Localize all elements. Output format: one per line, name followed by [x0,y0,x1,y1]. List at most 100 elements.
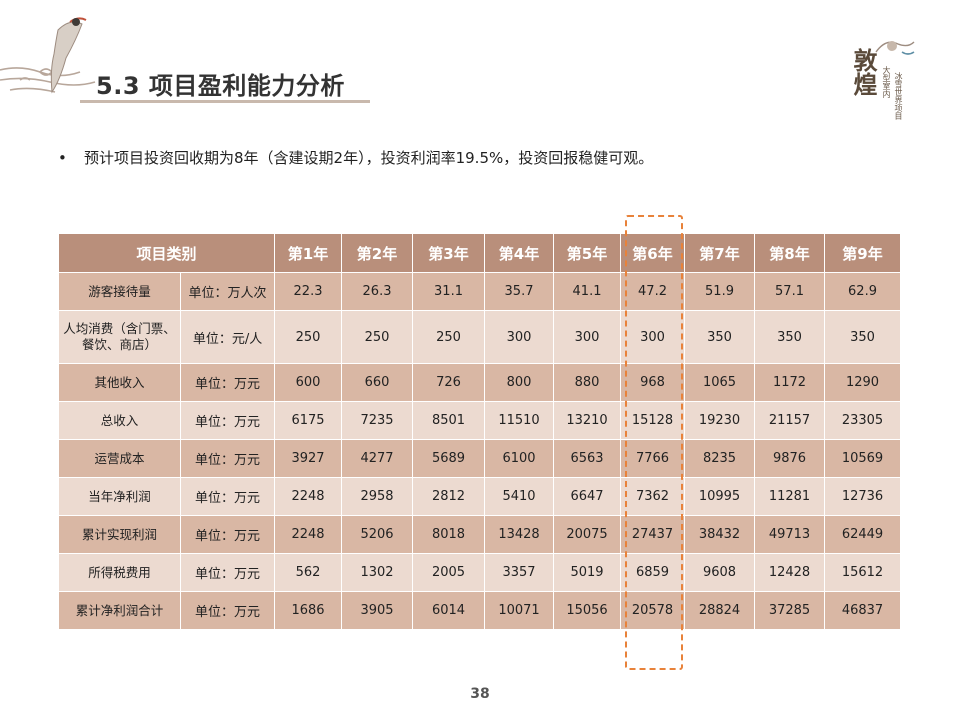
cell-year-8: 37285 [754,591,826,630]
cell-year-4: 11510 [484,401,555,440]
bullet-dot-icon: • [58,149,67,167]
cell-year-3: 5689 [412,439,486,478]
table-row: 累计实现利润 单位：万元 2248 5206 8018 13428 20075 27437 38… [58,515,902,554]
table-header-row: 项目类别 第1年 第2年 第3年 第4年 第5年 第6年 第7年 第8年 第9年 [57,233,902,273]
cell-year-1: 2248 [274,515,343,554]
row-unit: 单位：万元 [179,591,276,630]
cell-year-5: 20075 [553,515,622,554]
row-category-name: 当年净利润 [58,477,181,516]
row-unit: 单位：万元 [179,401,276,440]
cell-year-2: 5206 [341,515,414,554]
header-year-8: 第8年 [754,233,826,273]
row-category-name: 其他收入 [58,363,181,402]
cell-year-3: 6014 [412,591,486,630]
cell-year-5: 880 [553,363,622,402]
cell-year-2: 2958 [341,477,414,516]
header-year-9: 第9年 [824,233,902,273]
cell-year-8: 21157 [754,401,826,440]
table-row: 人均消费（含门票、餐饮、商店） 单位：元/人 250 250 250 300 300 300 3… [58,310,902,364]
cell-year-5: 15056 [553,591,622,630]
header-year-1: 第1年 [274,233,343,273]
row-unit: 单位：万元 [179,363,276,402]
cell-year-4: 300 [484,310,555,364]
row-unit: 单位：万元 [179,439,276,478]
table-row: 游客接待量 单位：万人次 22.3 26.3 31.1 35.7 41.1 47.2 51.9 5… [58,272,902,311]
logo-main-text: 敦煌 [849,48,878,96]
logo-side-text-1: 大型室内 [882,66,891,98]
cell-year-8: 9876 [754,439,826,478]
cell-year-2: 1302 [341,553,414,592]
cell-year-4: 13428 [484,515,555,554]
cell-year-3: 8018 [412,515,486,554]
table-row: 其他收入 单位：万元 600 660 726 800 880 968 1065 1172 1290 [58,363,902,402]
year-6-highlight-box [625,215,683,670]
header-category: 项目类别 [57,233,276,273]
cell-year-3: 726 [412,363,486,402]
cell-year-1: 600 [274,363,343,402]
logo-side-text-2: 冰雪世界项目 [894,72,903,120]
cell-year-6: 27437 [620,515,686,554]
cell-year-1: 1686 [274,591,343,630]
cell-year-5: 6563 [553,439,622,478]
cell-year-8: 12428 [754,553,826,592]
cell-year-4: 10071 [484,591,555,630]
cell-year-1: 22.3 [274,272,343,311]
cell-year-6: 20578 [620,591,686,630]
cell-year-1: 2248 [274,477,343,516]
cell-year-9: 10569 [824,439,902,478]
cell-year-3: 2812 [412,477,486,516]
cell-year-5: 5019 [553,553,622,592]
page-number: 38 [470,686,490,702]
header-year-2: 第2年 [341,233,414,273]
header-year-3: 第3年 [412,233,486,273]
cell-year-5: 300 [553,310,622,364]
table-row: 累计净利润合计 单位：万元 1686 3905 6014 10071 15056 20578 2… [58,591,902,630]
cell-year-9: 12736 [824,477,902,516]
cell-year-4: 6100 [484,439,555,478]
cell-year-8: 57.1 [754,272,826,311]
cell-year-9: 62449 [824,515,902,554]
cell-year-2: 660 [341,363,414,402]
cell-year-3: 2005 [412,553,486,592]
cell-year-1: 3927 [274,439,343,478]
cell-year-8: 350 [754,310,826,364]
cell-year-7: 28824 [684,591,756,630]
cell-year-7: 38432 [684,515,756,554]
cell-year-5: 41.1 [553,272,622,311]
cell-year-1: 6175 [274,401,343,440]
cell-year-2: 4277 [341,439,414,478]
row-unit: 单位：元/人 [179,310,276,364]
cell-year-4: 5410 [484,477,555,516]
cell-year-2: 3905 [341,591,414,630]
table-row: 所得税费用 单位：万元 562 1302 2005 3357 5019 6859 9608 124… [58,553,902,592]
bullet-point: • 预计项目投资回收期为8年（含建设期2年），投资利润率19.5%，投资回报稳健可… [58,147,653,168]
header-year-7: 第7年 [684,233,756,273]
cell-year-7: 8235 [684,439,756,478]
cell-year-9: 62.9 [824,272,902,311]
table-row: 运营成本 单位：万元 3927 4277 5689 6100 6563 7766 8235 987… [58,439,902,478]
decorative-ornament-icon [0,17,96,94]
row-category-name: 所得税费用 [58,553,181,592]
row-unit: 单位：万元 [179,515,276,554]
cell-year-3: 8501 [412,401,486,440]
cell-year-6: 7362 [620,477,686,516]
row-unit: 单位：万人次 [179,272,276,311]
cell-year-1: 250 [274,310,343,364]
cell-year-2: 7235 [341,401,414,440]
cell-year-5: 13210 [553,401,622,440]
row-category-name: 总收入 [58,401,181,440]
cell-year-5: 6647 [553,477,622,516]
cell-year-7: 10995 [684,477,756,516]
cell-year-9: 350 [824,310,902,364]
profitability-table: 项目类别 第1年 第2年 第3年 第4年 第5年 第6年 第7年 第8年 第9年… [57,233,902,630]
cell-year-6: 968 [620,363,686,402]
dunhuang-logo: 敦煌 大型室内 冰雪世界项目 [842,36,922,122]
table-row: 当年净利润 单位：万元 2248 2958 2812 5410 6647 7362 10995 1… [58,477,902,516]
row-category-name: 人均消费（含门票、餐饮、商店） [58,310,181,364]
row-category-name: 运营成本 [58,439,181,478]
cell-year-2: 250 [341,310,414,364]
logo-ornament-icon [875,41,915,55]
cell-year-8: 11281 [754,477,826,516]
cell-year-1: 562 [274,553,343,592]
cell-year-3: 250 [412,310,486,364]
